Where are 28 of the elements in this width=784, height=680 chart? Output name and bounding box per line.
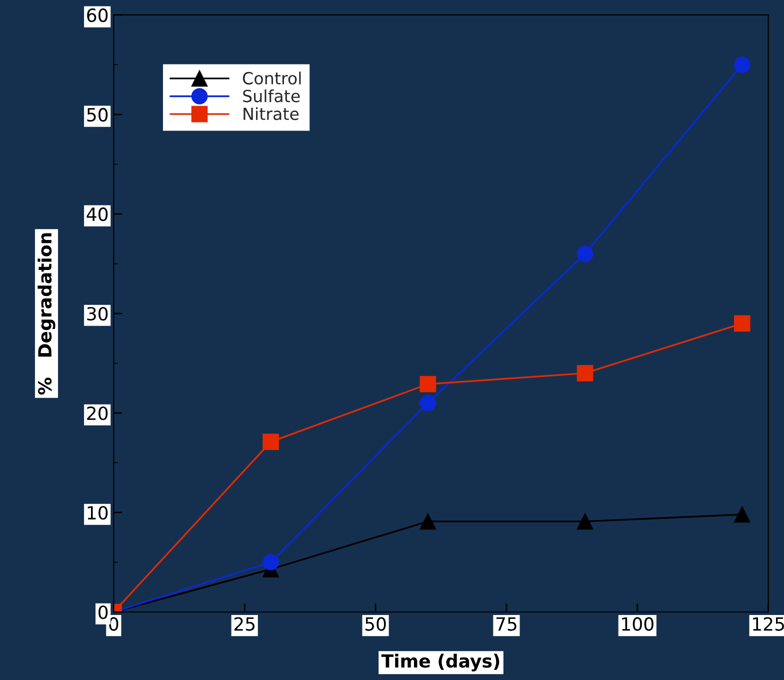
point xyxy=(734,315,750,332)
y-tick-label: 40 xyxy=(86,207,108,222)
y-tick-label: 0 xyxy=(98,605,108,620)
y-tick-label: 30 xyxy=(87,306,108,321)
x-axis-title: Time (days) xyxy=(381,654,500,672)
y-tick-label: 10 xyxy=(88,506,108,520)
point xyxy=(576,513,594,530)
point xyxy=(262,554,279,570)
x-tick-label: 75 xyxy=(496,617,516,631)
x-tick-label: 25 xyxy=(234,617,255,631)
point xyxy=(420,513,436,530)
point xyxy=(420,394,436,412)
legend-label: Control xyxy=(242,72,301,85)
legend-label: Nitrate xyxy=(244,107,299,120)
y-axis-title: % Degradation xyxy=(38,233,56,395)
point xyxy=(734,56,750,73)
legend-label: Sulfate xyxy=(243,89,300,102)
x-tick-label: 50 xyxy=(365,617,386,631)
point xyxy=(576,246,594,262)
x-tick-label: 125 xyxy=(753,617,784,631)
point xyxy=(734,506,750,523)
point xyxy=(262,434,279,450)
y-tick-label: 60 xyxy=(87,8,108,22)
y-tick-label: 50 xyxy=(87,108,108,122)
point xyxy=(576,365,594,382)
y-tick-label: 20 xyxy=(87,406,108,420)
x-tick-label: 100 xyxy=(622,617,654,631)
point xyxy=(420,376,436,392)
